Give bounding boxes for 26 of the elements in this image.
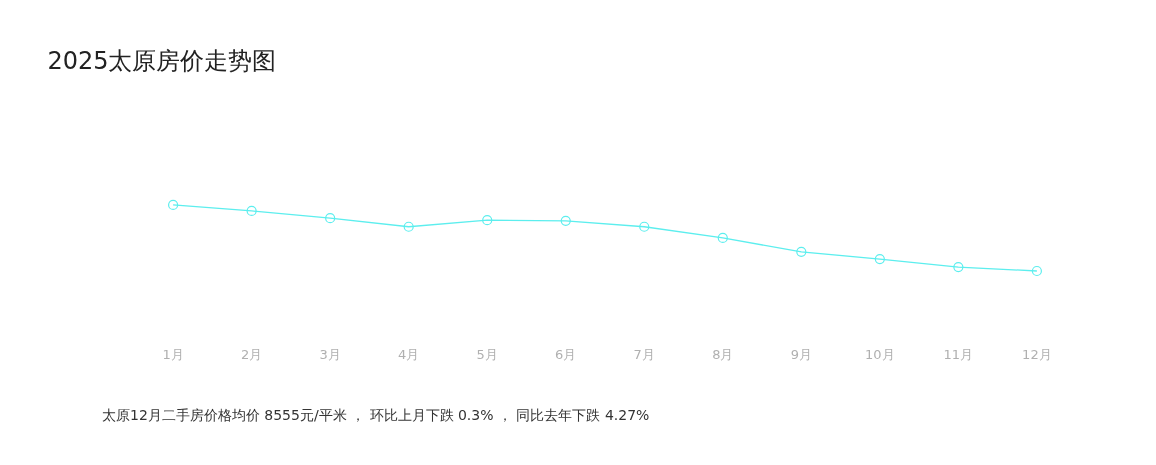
x-tick-label: 5月 (476, 347, 498, 362)
point (953, 261, 964, 273)
x-tick-label: 2月 (241, 347, 263, 362)
x-tick-label: 8月 (712, 347, 734, 362)
point (403, 221, 414, 232)
x-tick-label: 11月 (943, 347, 974, 362)
x-tick-label: 12月 (1022, 347, 1052, 362)
point (560, 215, 571, 226)
point (168, 199, 179, 211)
x-tick-label: 4月 (398, 347, 420, 362)
chart-title: 2025太原房价走势图 (47, 46, 277, 75)
text: 太原12月二手房价格均价 8555元/平米 ， 环比上月下跌 0.3% ， 同比去年下跌 4.27% (102, 407, 650, 423)
x-tick-label: 9月 (790, 347, 812, 362)
point (874, 254, 885, 265)
point (246, 205, 257, 216)
point (796, 246, 807, 257)
point (325, 213, 336, 224)
point (639, 221, 650, 232)
x-tick-label: 6月 (555, 347, 577, 362)
point (482, 215, 493, 226)
x-tick-label: 3月 (319, 347, 341, 362)
x-tick-label: 7月 (633, 347, 655, 362)
x-tick-label: 1月 (162, 347, 184, 362)
point (717, 232, 728, 244)
x-tick-label: 10月 (865, 347, 895, 362)
point (1031, 265, 1042, 277)
